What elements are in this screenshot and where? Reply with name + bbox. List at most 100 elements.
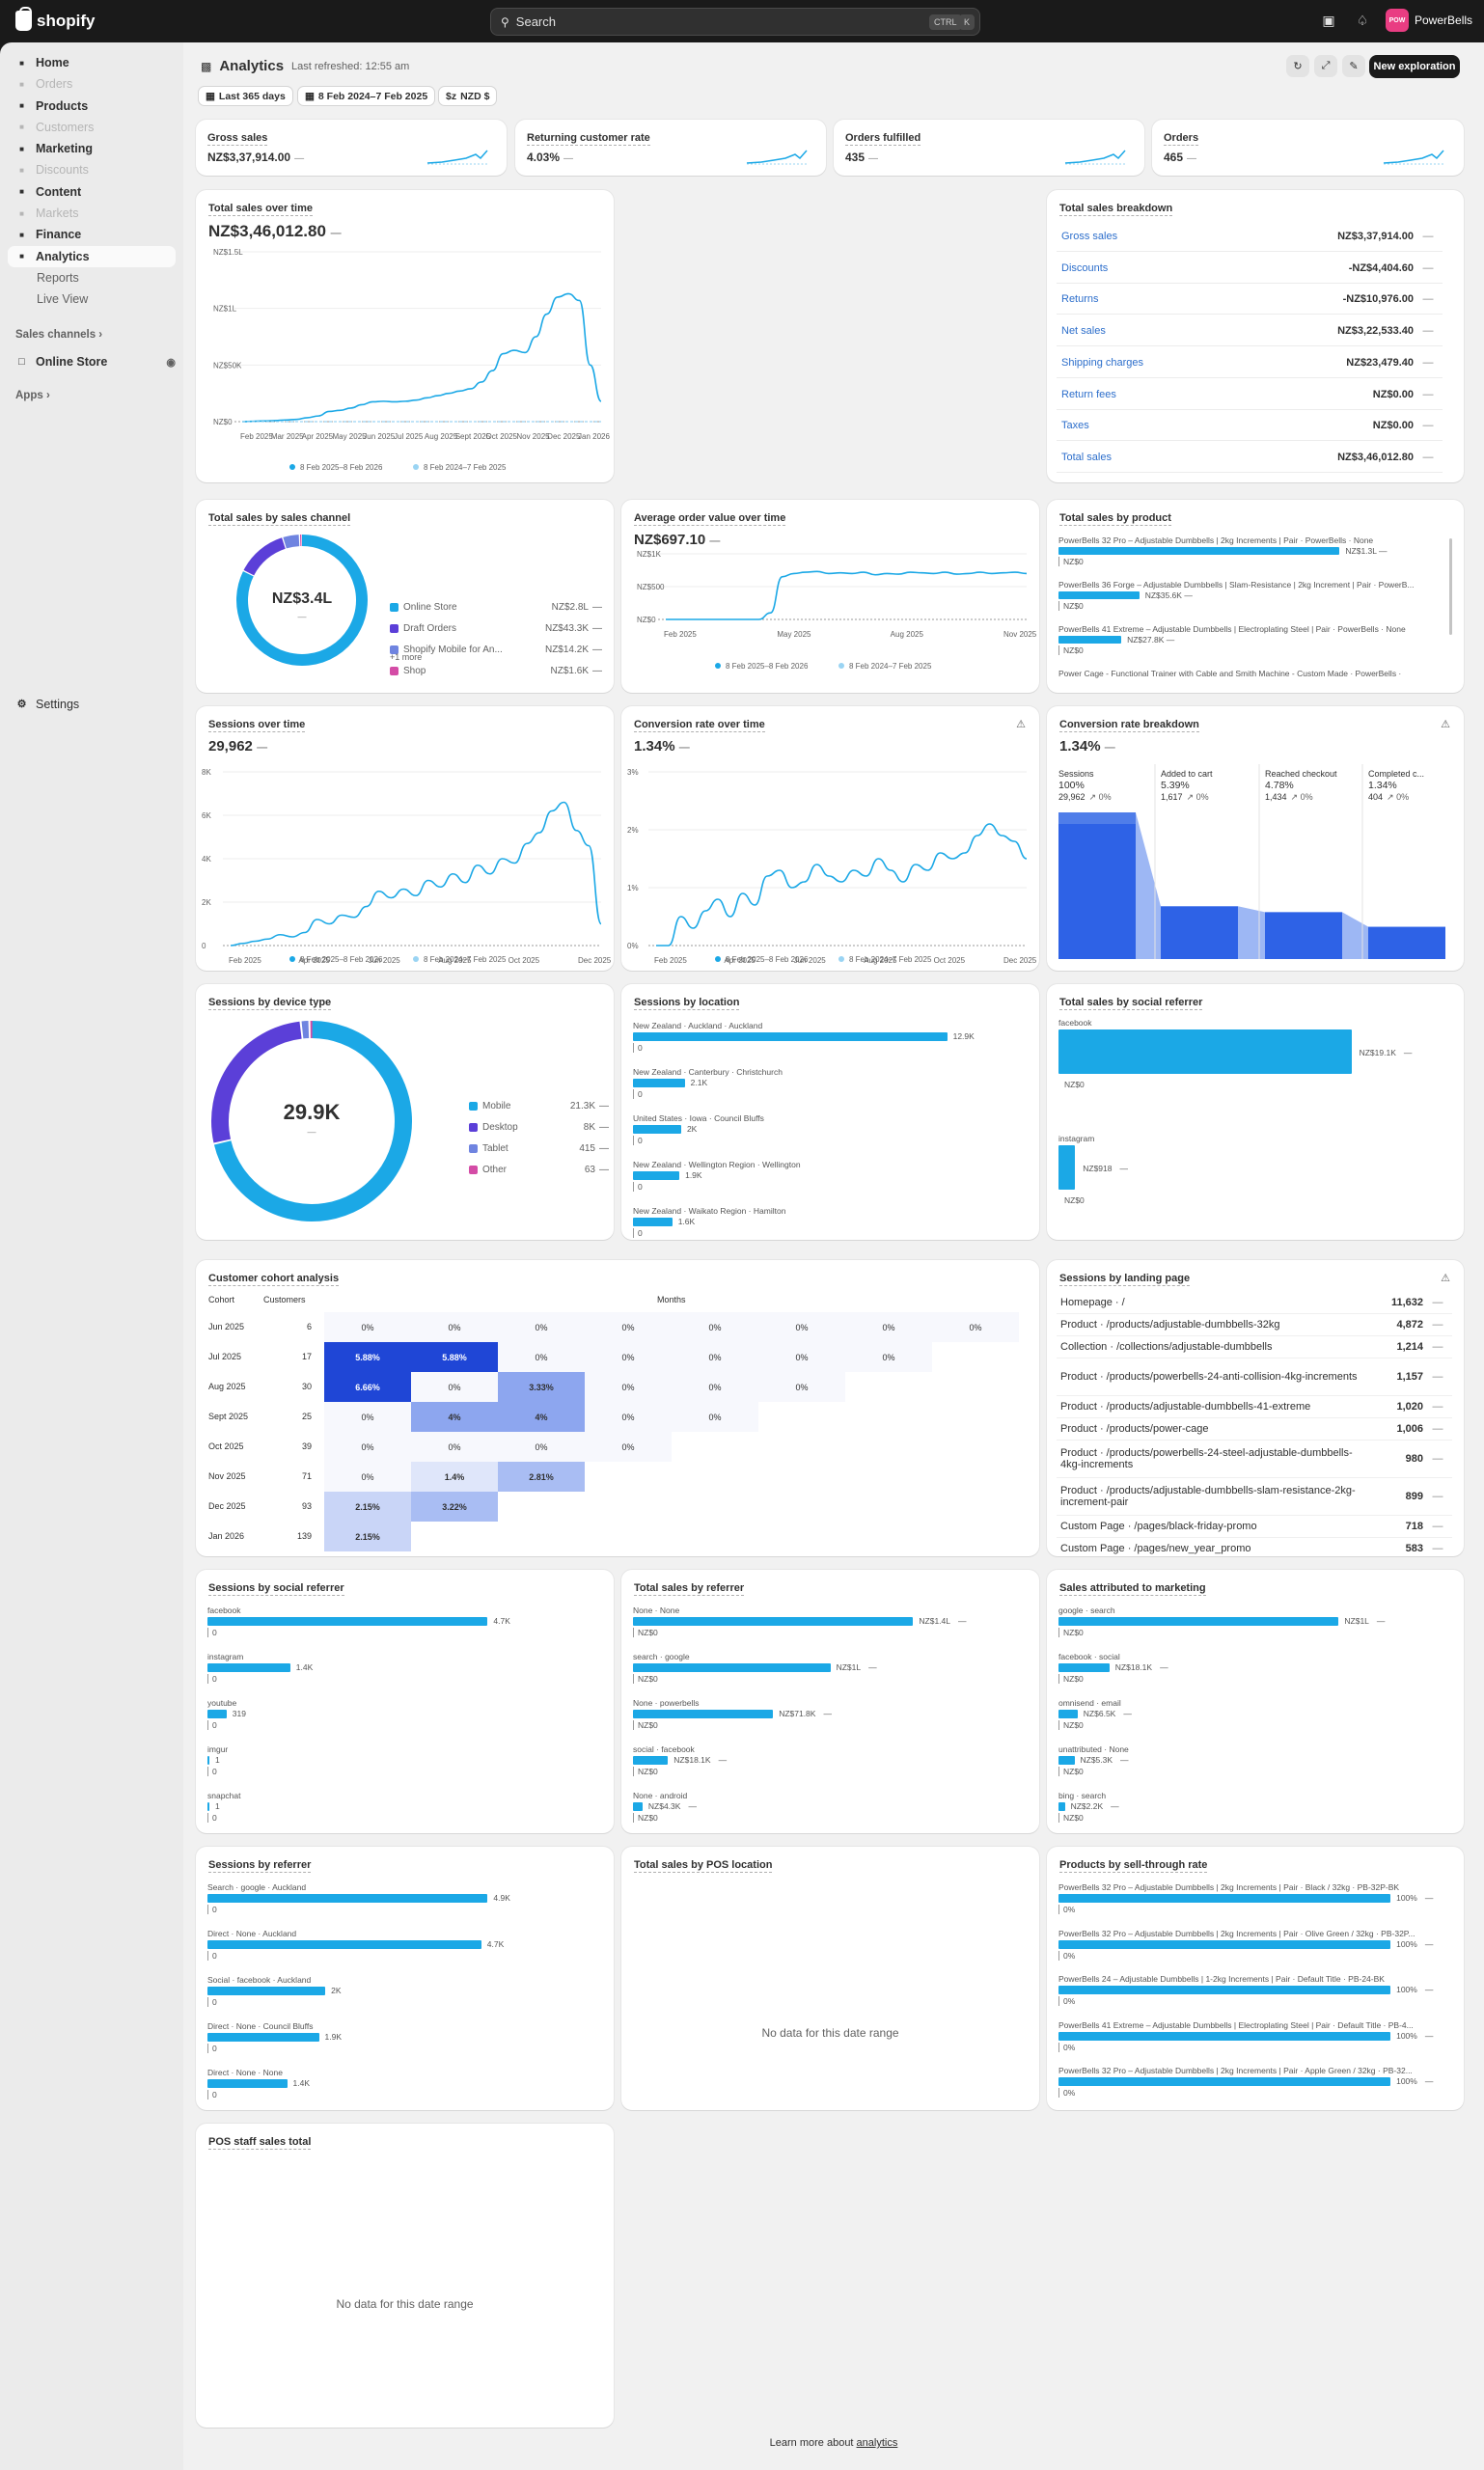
more-channels-link[interactable]: +1 more bbox=[390, 652, 423, 662]
breakdown-row[interactable]: Net sales NZ$3,22,533.40— bbox=[1057, 316, 1443, 347]
bar[interactable] bbox=[633, 1032, 948, 1041]
sidebar-item-online-store[interactable]: □ Online Store ◉ bbox=[8, 351, 176, 372]
comparison-chip[interactable]: ▦ 8 Feb 2024–7 Feb 2025 bbox=[297, 86, 436, 106]
cohort-cell[interactable]: 0% bbox=[324, 1462, 411, 1492]
bar[interactable] bbox=[1058, 1029, 1352, 1074]
product-bar[interactable] bbox=[1058, 636, 1122, 644]
cohort-cell[interactable]: 0% bbox=[498, 1432, 585, 1462]
bar[interactable] bbox=[633, 1617, 914, 1626]
cohort-cell[interactable]: 0% bbox=[672, 1372, 758, 1402]
legend-item[interactable]: Tablet 415— bbox=[469, 1143, 609, 1154]
bar[interactable] bbox=[633, 1079, 685, 1087]
cohort-cell[interactable]: 0% bbox=[324, 1312, 411, 1342]
bar[interactable] bbox=[1058, 1663, 1110, 1672]
kpi-card[interactable]: Returning customer rate 4.03% — bbox=[515, 120, 826, 176]
bar[interactable] bbox=[1058, 2077, 1391, 2086]
store-menu[interactable]: POW PowerBells bbox=[1386, 9, 1472, 32]
sales-by-product-card[interactable]: Total sales by product PowerBells 32 Pro… bbox=[1047, 500, 1464, 693]
bar[interactable] bbox=[207, 2079, 288, 2088]
landing-row[interactable]: Product · /products/power-cage 1,006— bbox=[1057, 1418, 1452, 1441]
breakdown-label[interactable]: Net sales bbox=[1061, 325, 1106, 338]
bar[interactable] bbox=[633, 1125, 681, 1134]
cohort-card[interactable]: Customer cohort analysis Cohort Customer… bbox=[196, 1260, 1039, 1556]
landing-row[interactable]: Product · /products/powerbells-24-steel-… bbox=[1057, 1441, 1452, 1478]
landing-row[interactable]: Collection · /collections/adjustable-dum… bbox=[1057, 1336, 1452, 1358]
bar[interactable] bbox=[207, 1894, 488, 1903]
cohort-cell[interactable]: 0% bbox=[845, 1342, 932, 1372]
bar[interactable] bbox=[1058, 1617, 1339, 1626]
sidebar-item-home[interactable]: ■ Home bbox=[8, 52, 176, 73]
bar[interactable] bbox=[207, 1710, 227, 1718]
location-card[interactable]: Sessions by location New Zealand · Auckl… bbox=[621, 984, 1039, 1240]
sidebar-item-analytics[interactable]: ■ Analytics bbox=[8, 245, 176, 267]
cohort-cell[interactable]: 0% bbox=[758, 1312, 845, 1342]
inbox-icon[interactable]: ▣ bbox=[1322, 13, 1335, 28]
legend-item[interactable]: Desktop 8K — bbox=[469, 1122, 609, 1133]
breakdown-label[interactable]: Discounts bbox=[1061, 261, 1109, 274]
sales-channels-heading[interactable]: Sales channels › bbox=[15, 329, 103, 341]
cohort-cell[interactable]: 3.33% bbox=[498, 1372, 585, 1402]
cohort-cell[interactable]: 0% bbox=[585, 1372, 672, 1402]
cohort-cell[interactable]: 0% bbox=[932, 1312, 1019, 1342]
bar[interactable] bbox=[207, 2033, 319, 2042]
bar[interactable] bbox=[207, 1802, 209, 1811]
warning-icon[interactable]: ⚠ bbox=[1441, 1273, 1450, 1284]
search-input[interactable]: ⚲ Search CTRL K bbox=[490, 8, 980, 36]
referrer-sales-card[interactable]: Total sales by referrer None · None NZ$1.… bbox=[621, 1570, 1039, 1833]
bar[interactable] bbox=[1058, 1710, 1078, 1718]
cohort-cell[interactable]: 3.22% bbox=[411, 1492, 498, 1522]
bar[interactable] bbox=[1058, 1145, 1076, 1190]
shopify-logo[interactable]: shopify bbox=[15, 7, 95, 31]
breakdown-label[interactable]: Returns bbox=[1061, 293, 1099, 306]
bar[interactable] bbox=[207, 1756, 209, 1765]
breakdown-label[interactable]: Total sales bbox=[1061, 451, 1112, 463]
currency-chip[interactable]: $z NZD $ bbox=[438, 86, 498, 106]
landing-row[interactable]: Homepage · /11,632— bbox=[1057, 1292, 1452, 1314]
funnel-step[interactable]: Sessions 100% 29,962 ↗ 0% bbox=[1058, 769, 1112, 802]
legend-item[interactable]: Other 63— bbox=[469, 1165, 609, 1175]
bar[interactable] bbox=[633, 1171, 680, 1180]
landing-row[interactable]: Product · /products/adjustable-dumbbells… bbox=[1057, 1396, 1452, 1418]
bar[interactable] bbox=[207, 1987, 326, 1995]
bar[interactable] bbox=[1058, 1802, 1065, 1811]
breakdown-row[interactable]: Discounts -NZ$4,404.60— bbox=[1057, 254, 1443, 284]
cohort-cell[interactable]: 0% bbox=[758, 1342, 845, 1372]
sidebar-item-markets[interactable]: ■ Markets bbox=[8, 203, 176, 224]
sidebar-item-orders[interactable]: ■ Orders bbox=[8, 73, 176, 95]
bar[interactable] bbox=[633, 1802, 643, 1811]
sidebar-item-live-view[interactable]: Live View bbox=[37, 292, 89, 307]
breakdown-row[interactable]: Total sales NZ$3,46,012.80— bbox=[1057, 443, 1443, 473]
landing-row[interactable]: Product · /products/powerbells-24-anti-c… bbox=[1057, 1358, 1452, 1396]
cohort-cell[interactable]: 0% bbox=[324, 1432, 411, 1462]
bar[interactable] bbox=[633, 1218, 673, 1226]
bar[interactable] bbox=[1058, 2031, 1391, 2041]
landing-row[interactable]: Product · /products/adjustable-dumbbells… bbox=[1057, 1314, 1452, 1336]
device-card[interactable]: Sessions by device type 29.9K — Mobile 21… bbox=[196, 984, 614, 1240]
cohort-cell[interactable]: 0% bbox=[411, 1432, 498, 1462]
cohort-cell[interactable]: 0% bbox=[411, 1312, 498, 1342]
bar[interactable] bbox=[1058, 1986, 1391, 1994]
kpi-card[interactable]: Orders 465— bbox=[1152, 120, 1464, 176]
sidebar-item-finance[interactable]: ■ Finance bbox=[8, 224, 176, 245]
warning-icon[interactable]: ⚠ bbox=[1016, 719, 1026, 730]
cohort-cell[interactable]: 2.81% bbox=[498, 1462, 585, 1492]
cohort-cell[interactable]: 0% bbox=[672, 1342, 758, 1372]
product-bar[interactable] bbox=[1058, 547, 1340, 555]
aov-card[interactable]: Average order value over time NZ$697.10 … bbox=[621, 500, 1039, 693]
sidebar-item-reports[interactable]: Reports bbox=[37, 270, 79, 285]
legend-item[interactable]: Online Store NZ$2.8L — bbox=[390, 602, 602, 613]
bar[interactable] bbox=[633, 1710, 774, 1718]
legend-item[interactable]: Shop NZ$1.6K — bbox=[390, 666, 602, 676]
breakdown-row[interactable]: Shipping charges NZ$23,479.40— bbox=[1057, 348, 1443, 378]
bar[interactable] bbox=[207, 1617, 488, 1626]
funnel-step[interactable]: Completed c... 1.34% 404 ↗ 0% bbox=[1368, 769, 1425, 802]
landing-row[interactable]: Custom Page · /pages/black-friday-promo 7… bbox=[1057, 1516, 1452, 1538]
bar[interactable] bbox=[1058, 1756, 1075, 1765]
social-sales-card[interactable]: Total sales by social referrer facebook N… bbox=[1047, 984, 1464, 1240]
bar[interactable] bbox=[633, 1756, 669, 1765]
cohort-cell[interactable]: 4% bbox=[411, 1402, 498, 1432]
cohort-cell[interactable]: 0% bbox=[585, 1432, 672, 1462]
breakdown-label[interactable]: Shipping charges bbox=[1061, 356, 1144, 369]
bar[interactable] bbox=[207, 1940, 481, 1949]
cohort-cell[interactable]: 0% bbox=[498, 1312, 585, 1342]
